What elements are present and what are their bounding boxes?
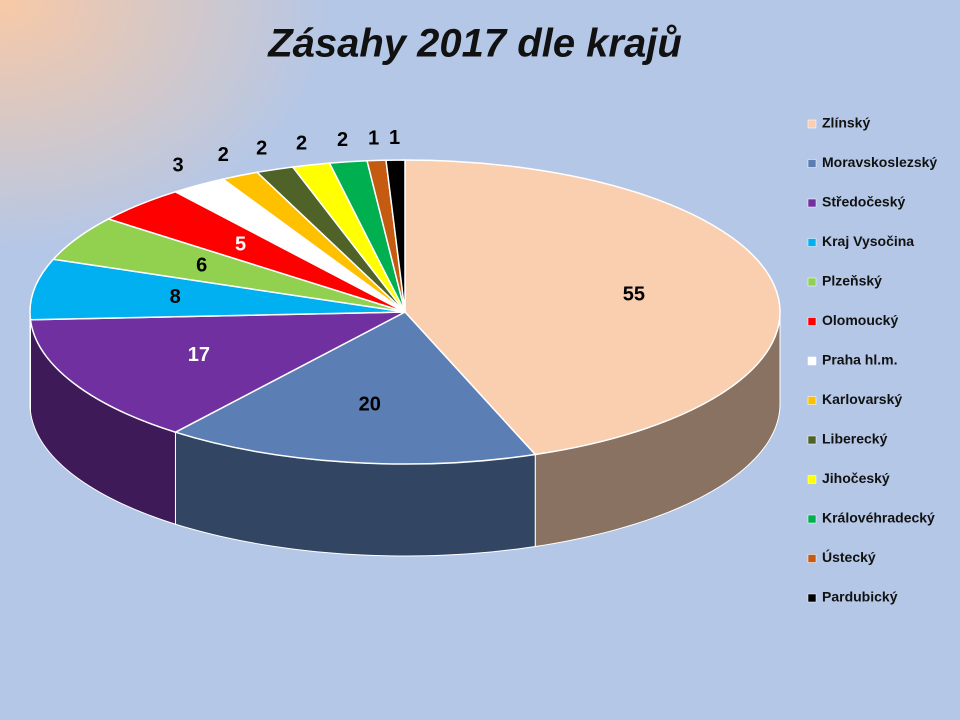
slice xyxy=(173,311,537,465)
legend-label: Ústecký xyxy=(822,548,876,565)
legend-swatch xyxy=(807,238,817,247)
slice xyxy=(385,159,406,313)
legend-swatch xyxy=(807,356,817,366)
legend-label: Olomoucký xyxy=(822,312,898,328)
legend-swatch xyxy=(807,159,817,168)
legend-swatch xyxy=(807,396,817,405)
data-label: 6 xyxy=(196,255,207,277)
data-label: 3 xyxy=(172,155,183,177)
data-label: 2 xyxy=(256,137,267,159)
legend-label: Plzeňský xyxy=(822,273,882,289)
data-label: 5 xyxy=(235,234,246,256)
data-label: 2 xyxy=(337,129,348,151)
chart-title: Zásahy 2017 dle krajů xyxy=(267,22,682,66)
legend-label: Jihočeský xyxy=(822,470,890,486)
legend-swatch xyxy=(807,198,817,208)
data-label: 55 xyxy=(623,284,645,306)
legend-label: Královéhradecký xyxy=(822,510,935,526)
data-label: 1 xyxy=(368,128,379,150)
legend-swatch xyxy=(807,554,817,563)
data-label: 8 xyxy=(170,286,181,308)
data-label: 2 xyxy=(296,132,307,154)
data-label: 20 xyxy=(359,393,381,415)
slice xyxy=(29,258,406,321)
legend: Zlínský Moravskoslezský Středočeský Kraj Vy… xyxy=(807,115,937,605)
legend-label: Moravskoslezský xyxy=(822,154,937,170)
legend-swatch xyxy=(807,475,817,484)
legend-swatch xyxy=(807,593,817,603)
data-label: 1 xyxy=(389,127,400,149)
legend-label: Kraj Vysočina xyxy=(822,233,914,249)
legend-label: Praha hl.m. xyxy=(822,352,897,368)
legend-swatch xyxy=(807,317,817,326)
slice xyxy=(404,159,781,456)
legend-swatch xyxy=(807,514,817,524)
data-label: 17 xyxy=(188,344,210,366)
legend-label: Pardubický xyxy=(822,589,898,605)
slice xyxy=(29,311,406,434)
legend-swatch xyxy=(807,277,817,287)
legend-label: Karlovarský xyxy=(822,391,902,407)
legend-label: Zlínský xyxy=(822,115,870,131)
legend-label: Středočeský xyxy=(822,194,905,210)
data-label: 2 xyxy=(218,144,229,166)
legend-swatch xyxy=(807,435,817,445)
legend-swatch xyxy=(807,119,817,129)
legend-label: Liberecký xyxy=(822,431,888,447)
